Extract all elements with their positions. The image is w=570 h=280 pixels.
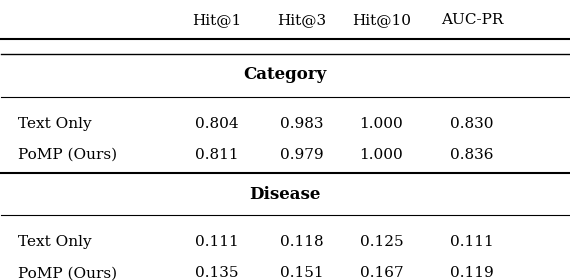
Text: 0.111: 0.111 [450,235,494,249]
Text: PoMP (Ours): PoMP (Ours) [18,148,117,162]
Text: Hit@10: Hit@10 [352,13,411,27]
Text: 0.125: 0.125 [360,235,403,249]
Text: Disease: Disease [249,186,321,203]
Text: 0.804: 0.804 [195,116,239,130]
Text: 1.000: 1.000 [360,116,404,130]
Text: 0.983: 0.983 [280,116,324,130]
Text: 0.151: 0.151 [280,266,324,280]
Text: 0.836: 0.836 [450,148,494,162]
Text: AUC-PR: AUC-PR [441,13,503,27]
Text: Hit@1: Hit@1 [192,13,242,27]
Text: 0.111: 0.111 [195,235,239,249]
Text: Text Only: Text Only [18,235,92,249]
Text: 0.119: 0.119 [450,266,494,280]
Text: 0.135: 0.135 [195,266,239,280]
Text: 0.979: 0.979 [280,148,324,162]
Text: PoMP (Ours): PoMP (Ours) [18,266,117,280]
Text: 0.830: 0.830 [450,116,494,130]
Text: 1.000: 1.000 [360,148,404,162]
Text: Hit@3: Hit@3 [278,13,327,27]
Text: Text Only: Text Only [18,116,92,130]
Text: 0.167: 0.167 [360,266,403,280]
Text: 0.811: 0.811 [195,148,239,162]
Text: 0.118: 0.118 [280,235,324,249]
Text: Category: Category [243,66,327,83]
